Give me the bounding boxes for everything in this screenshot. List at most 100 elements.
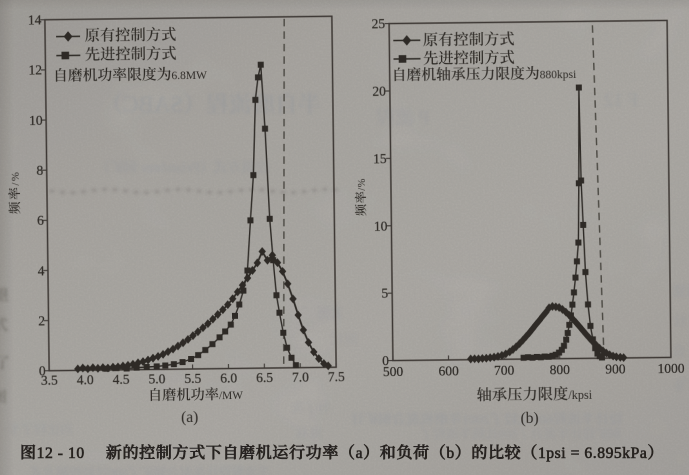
bleed-dotted-band [48, 187, 339, 195]
latin-text: 6.0 [220, 370, 237, 385]
diamond-marker [542, 307, 550, 317]
diamond-marker [253, 258, 262, 268]
square-marker [222, 328, 229, 335]
diamond-marker [194, 327, 202, 337]
diamond-marker [498, 350, 506, 360]
latin-text: 600 [108, 465, 128, 475]
diamond-marker [535, 316, 543, 325]
latin-text: a [356, 445, 363, 462]
diamond-marker [278, 266, 287, 276]
diamond-marker [164, 187, 171, 193]
latin-text: 20 [372, 84, 386, 99]
square-marker [284, 344, 291, 351]
diamond-marker [134, 358, 142, 368]
square-marker [563, 336, 570, 343]
diamond-marker [90, 187, 98, 193]
diamond-marker [299, 325, 308, 335]
diamond-marker [195, 188, 203, 194]
latin-text: 5.0 [148, 371, 165, 386]
diamond-marker [258, 187, 266, 193]
chart-a-x-axis: 3.5 4.0 4.5 5.0 5.5 6.0 6.5 7.0 7.5 [41, 362, 345, 388]
chart-b-legend [393, 31, 515, 66]
chart-a-series-advanced [103, 61, 299, 372]
diamond-marker [199, 323, 207, 333]
diamond-marker [304, 338, 313, 347]
diamond-marker [216, 190, 224, 195]
chart-b-series-advanced [520, 84, 606, 361]
diamond-marker [545, 303, 553, 313]
diamond-marker [179, 338, 187, 348]
square-marker [580, 221, 587, 228]
figure-caption: 12 - 10 a b 1psi = 6.895kPa [21, 444, 654, 462]
diamond-marker [321, 187, 329, 192]
diamond-marker [74, 364, 82, 374]
square-marker [280, 329, 287, 336]
chart-b-ylabel: /% [354, 178, 368, 216]
diamond-marker [48, 188, 56, 194]
chart-b-y-axis: 0 5 10 15 20 25 [371, 16, 393, 368]
latin-text: 600 [532, 413, 553, 428]
diamond-marker [470, 354, 479, 364]
diamond-marker [149, 353, 157, 363]
square-marker [566, 321, 573, 328]
latin-text: 4.0 [77, 372, 94, 387]
latin-text: /% [357, 178, 368, 191]
bleed-text: SABC [114, 92, 321, 117]
square-marker [216, 334, 223, 341]
diamond-marker [324, 361, 332, 371]
latin-text: 6.8MW [171, 70, 207, 82]
square-marker [247, 217, 254, 224]
latin-text: 2001 [462, 413, 490, 428]
diamond-marker [311, 187, 318, 193]
diamond-marker [69, 190, 77, 195]
chart-a-series-original [74, 247, 332, 374]
square-marker [288, 354, 295, 361]
latin-text: 退 [0, 287, 9, 304]
diamond-marker [519, 335, 527, 345]
diamond-marker [94, 363, 102, 373]
diamond-marker [478, 354, 487, 363]
latin-text: 1000 [657, 361, 684, 376]
diamond-marker [467, 354, 475, 364]
diamond-marker [279, 189, 287, 195]
latin-text: 4.5 [112, 372, 129, 387]
diamond-marker [486, 353, 494, 363]
latin-text: 600 [438, 363, 459, 378]
square-marker [103, 365, 110, 372]
latin-text: SABC [123, 92, 183, 117]
diamond-marker [294, 310, 302, 320]
square-marker [179, 359, 186, 366]
chart-a-annotation: 6.8MW [55, 66, 207, 82]
latin-text: 600 [498, 426, 518, 441]
square-marker [240, 287, 247, 294]
square-marker [276, 309, 283, 316]
diamond-marker [300, 189, 308, 194]
diamond-marker [248, 266, 257, 275]
square-marker [270, 257, 277, 264]
diamond-marker [512, 342, 520, 352]
latin-text: 25 [372, 16, 386, 31]
latin-text: 4 [38, 263, 45, 278]
diamond-marker [214, 310, 222, 319]
square-marker [227, 321, 234, 328]
diamond-marker [310, 347, 318, 357]
diamond-marker [63, 31, 73, 42]
diamond-marker [505, 347, 514, 357]
square-marker [560, 342, 568, 349]
square-marker [250, 172, 257, 179]
diamond-marker [153, 189, 161, 195]
latin-text: 5 [381, 286, 388, 301]
diamond-marker [490, 352, 498, 362]
chart-b: 500 600 700 800 900 1000 0 5 10 15 20 25 880kpsi/kps… [354, 16, 685, 427]
square-marker [573, 258, 580, 265]
diamond-marker [263, 255, 272, 265]
bleed-text: P [376, 107, 429, 129]
latin-text: (a) [181, 409, 198, 426]
diamond-marker [143, 190, 150, 195]
diamond-marker [619, 353, 628, 362]
chart-b-xlabel: /kpsi [476, 386, 593, 402]
square-marker [398, 55, 407, 63]
square-marker [202, 346, 209, 354]
